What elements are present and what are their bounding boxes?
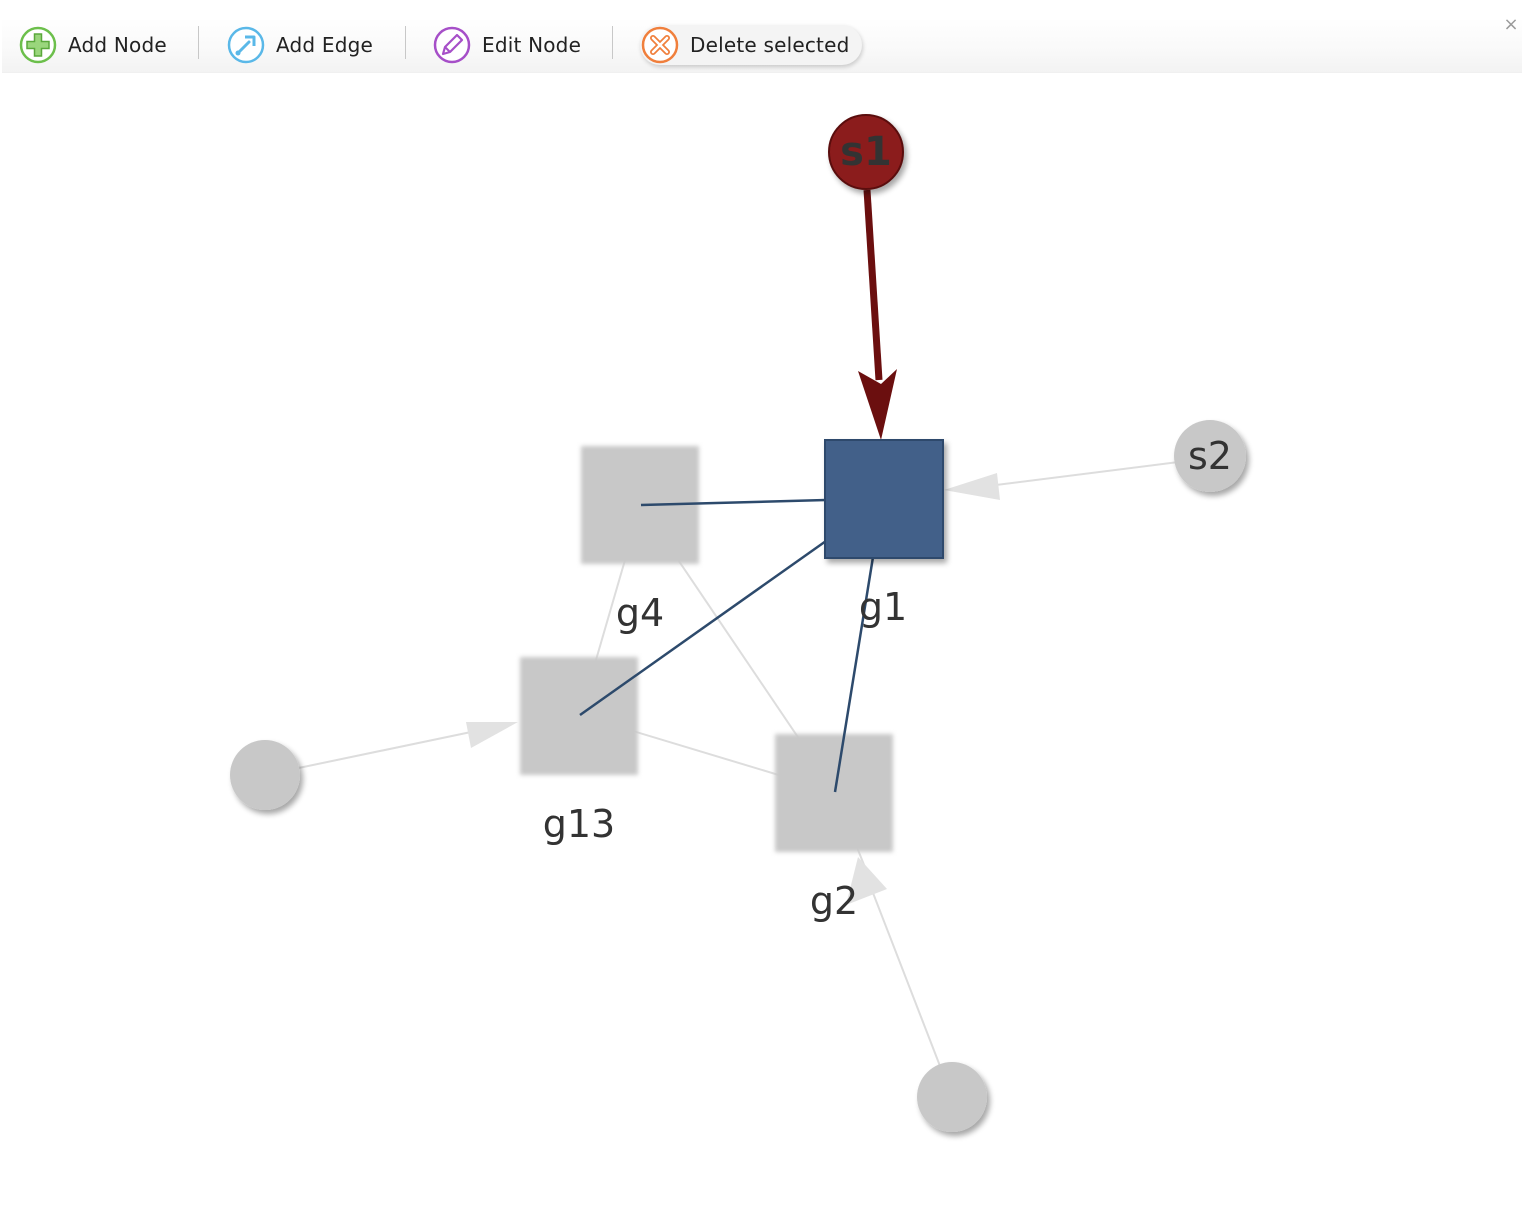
node-g2-label: g2 [810,879,858,923]
toolbar-separator [612,26,613,59]
arrowhead-icon [846,857,887,905]
node-g13-label: g13 [543,802,615,846]
node-s2-label: s2 [1188,434,1232,478]
edge-g1-g4[interactable] [640,498,827,507]
add-node-button[interactable]: Add Node [18,25,167,65]
add-node-icon [19,26,57,64]
edit-node-label: Edit Node [482,33,582,57]
edge-s2-g1[interactable] [979,457,1211,488]
arrowhead-icon [858,369,897,440]
pencil-icon [433,26,471,64]
selected-edges [579,498,875,793]
toolbar-separator [198,26,199,59]
close-icon[interactable]: × [1503,14,1519,35]
node-s2-circle[interactable] [1174,420,1246,492]
add-edge-label: Add Edge [276,33,374,57]
delete-selected-label: Delete selected [690,33,850,57]
node-unlabeled-left[interactable] [230,740,300,810]
manipulation-toolbar: Add Node Add Edge Edit Node [2,18,1522,73]
node-g1-box[interactable] [824,439,944,559]
faded-edges [264,457,1211,1098]
node-g2-box[interactable] [775,734,893,852]
toolbar-separator [405,26,406,59]
arrowhead-icon [466,722,518,748]
edge-g1-g13[interactable] [579,539,827,717]
delete-selected-button[interactable]: Delete selected [640,25,862,65]
node-g1-label: g1 [859,585,907,629]
node-s1-circle[interactable] [828,114,904,190]
add-node-label: Add Node [68,33,167,57]
edge-g1-g2[interactable] [833,556,875,793]
delete-icon [641,26,679,64]
add-edge-icon [227,26,265,64]
edit-node-button[interactable]: Edit Node [432,25,581,65]
edge-n1-g13[interactable] [264,726,496,776]
node-g13-box[interactable] [520,657,638,775]
node-s1-label: s1 [840,129,892,175]
arrowhead-icon [944,473,1000,500]
highlighted-edge-s1-g1[interactable] [858,189,897,440]
faded-nodes [230,420,1246,1132]
faded-arrowheads [466,473,1000,905]
add-edge-button[interactable]: Add Edge [226,25,373,65]
node-g4-label: g4 [616,591,664,635]
node-unlabeled-bottom[interactable] [917,1062,987,1132]
edge-n2-g2[interactable] [867,879,953,1098]
